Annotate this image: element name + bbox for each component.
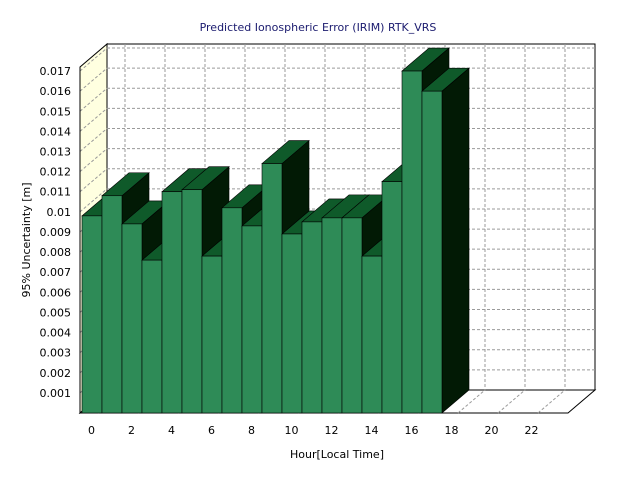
x-tick-label: 6 <box>208 424 215 437</box>
bar-front <box>341 217 363 414</box>
bar-front <box>161 191 183 414</box>
y-axis-label: 95% Uncertainty [m] <box>20 182 33 297</box>
gridline-y-side <box>79 128 108 152</box>
y-tick-label: 0.014 <box>40 125 72 138</box>
x-tick-label: 22 <box>525 424 539 437</box>
x-tick-label: 4 <box>168 424 175 437</box>
y-tick-label: 0.003 <box>40 347 72 360</box>
y-tick-label: 0.013 <box>40 145 72 158</box>
bar-front <box>261 163 283 414</box>
x-tick-label: 12 <box>325 424 339 437</box>
bar-front <box>401 70 423 414</box>
gridline-y-side <box>79 87 108 112</box>
bar-side <box>441 67 470 414</box>
x-tick-label: 14 <box>365 424 379 437</box>
bar-front <box>201 255 223 414</box>
y-tick-label: 0.001 <box>40 387 72 400</box>
x-tick-label: 16 <box>405 424 419 437</box>
y-tick-label: 0.015 <box>40 105 72 118</box>
bars <box>81 47 470 414</box>
x-tick-label: 2 <box>128 424 135 437</box>
bar-front <box>101 195 123 414</box>
bar-front <box>81 215 103 414</box>
gridline-y-side <box>79 47 108 72</box>
bar-front <box>221 207 243 414</box>
y-tick-label: 0.002 <box>40 367 72 380</box>
x-tick-labels: 0 2 4 6 8 10 12 14 16 18 20 22 <box>88 424 539 437</box>
y-tick-label: 0.005 <box>40 306 72 319</box>
bar-front <box>361 255 383 414</box>
x-tick-label: 18 <box>445 424 459 437</box>
y-tick-label: 0.004 <box>40 327 72 340</box>
bar-front <box>121 223 143 414</box>
x-axis-label: Hour[Local Time] <box>290 448 384 461</box>
gridline-y-side <box>79 107 108 132</box>
gridline-x-floor <box>537 389 566 414</box>
x-tick-label: 20 <box>485 424 499 437</box>
bar-front <box>421 90 443 414</box>
gridline-y-side <box>79 148 108 172</box>
x-tick-label: 8 <box>248 424 255 437</box>
bar-front <box>321 217 343 414</box>
bar-front <box>281 233 303 414</box>
bar <box>421 67 470 414</box>
chart-title: Predicted Ionospheric Error (IRIM) RTK_V… <box>200 21 437 34</box>
bar-front <box>301 221 323 414</box>
gridline-y-side <box>79 67 108 92</box>
bar-front <box>181 189 203 414</box>
gridline-y-side <box>79 168 108 193</box>
bar-front <box>381 181 403 414</box>
gridline-x-floor <box>497 389 526 414</box>
y-tick-label: 0.012 <box>40 166 72 179</box>
gridline-x-floor <box>457 389 486 414</box>
y-tick-label: 0.009 <box>40 226 72 239</box>
x-tick-label: 0 <box>88 424 95 437</box>
y-tick-label: 0.011 <box>40 186 72 199</box>
bar-front <box>141 259 163 414</box>
gridline-y-side <box>79 188 108 213</box>
bar-front <box>241 225 263 414</box>
x-tick-label: 10 <box>285 424 299 437</box>
y-tick-label: 0.006 <box>40 286 72 299</box>
y-tick-label: 0.017 <box>40 65 72 78</box>
y-tick-labels: 0.001 0.002 0.003 0.004 0.005 0.006 0.007 0.008… <box>40 65 72 400</box>
y-tick-label: 0.007 <box>40 266 72 279</box>
y-tick-label: 0.016 <box>40 85 72 98</box>
y-tick-label: 0.008 <box>40 246 72 259</box>
y-tick-label: 0.01 <box>47 206 72 219</box>
